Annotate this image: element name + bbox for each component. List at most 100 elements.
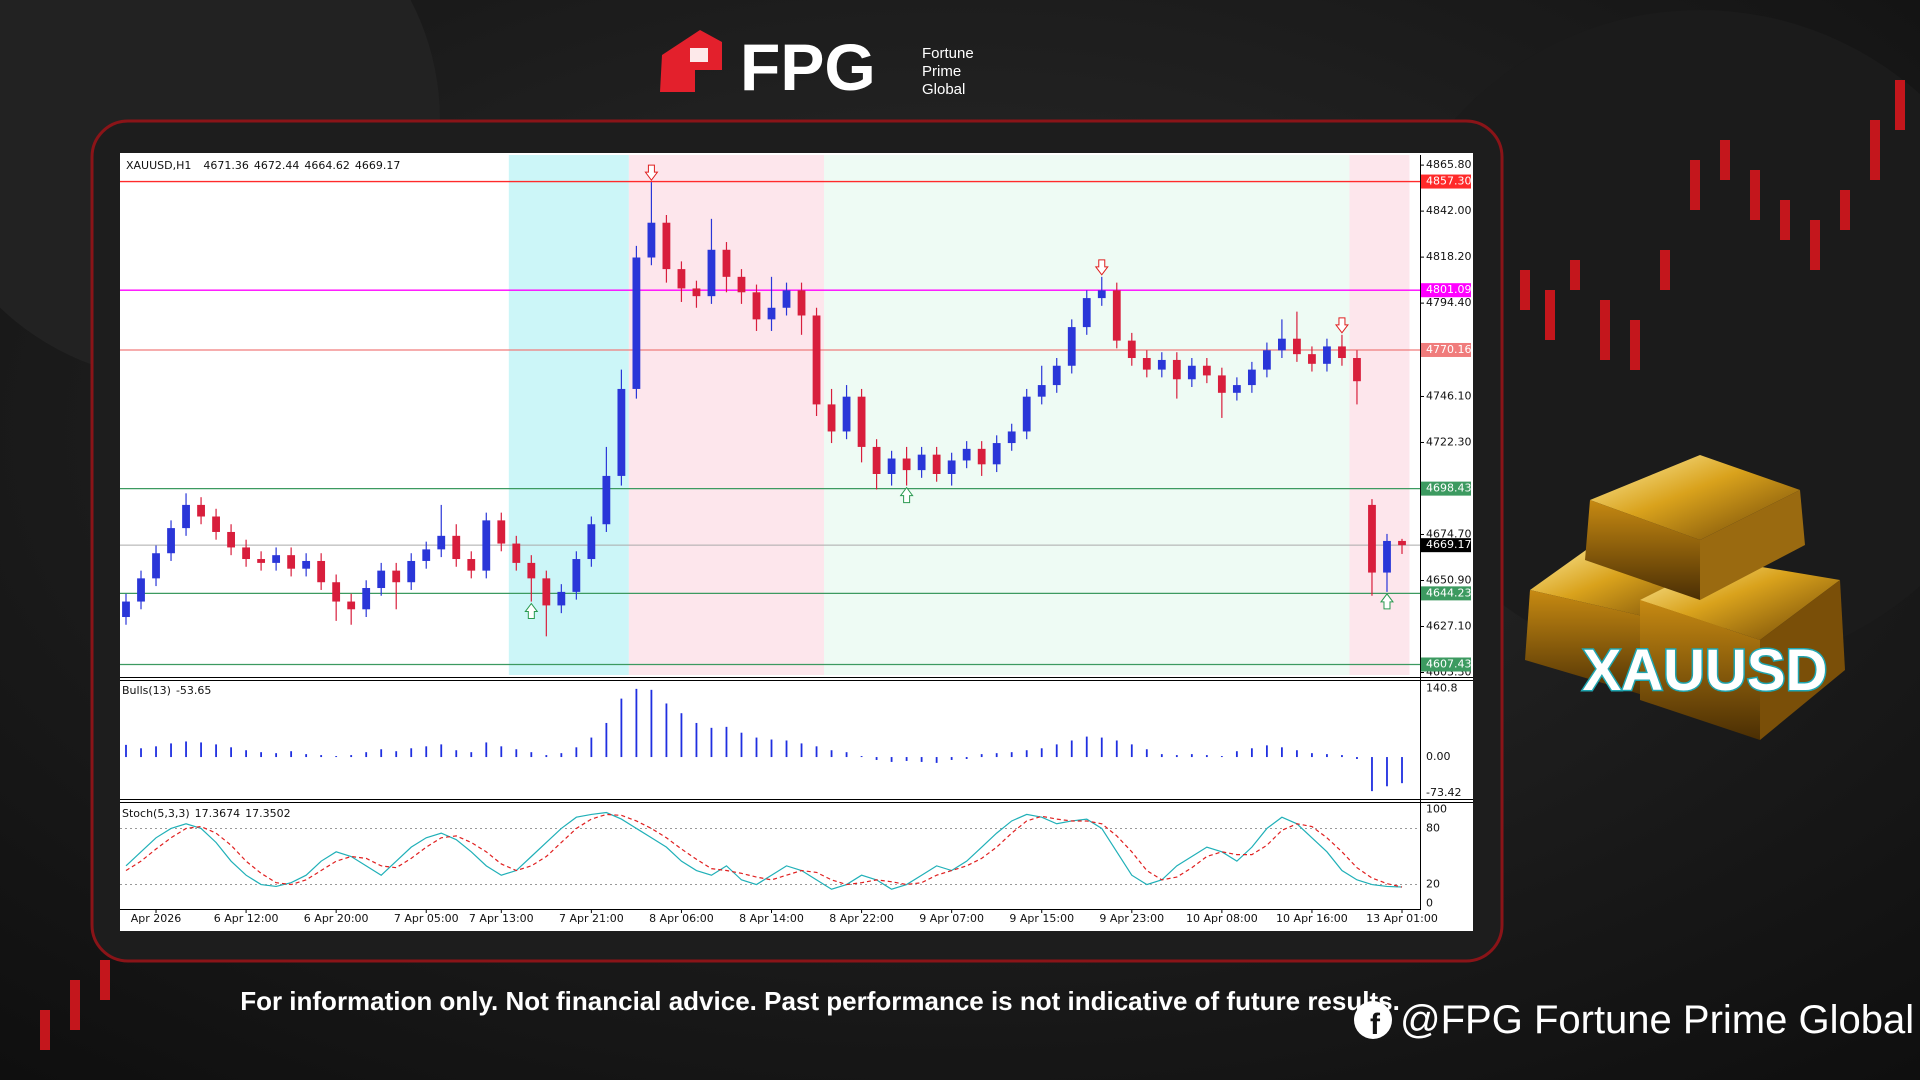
candle-body [1293,338,1301,355]
histogram-bar [440,744,443,758]
histogram-bar [695,722,698,758]
candle-body [122,601,130,618]
last-high: 4672.44 [254,159,300,172]
level-tag [1421,174,1471,189]
zone [824,155,1350,675]
histogram-bar [1100,737,1103,758]
y-tick-label: 4674.70 [1426,527,1472,540]
histogram-bar [335,756,338,758]
tagline: Global [922,81,965,98]
histogram-bar [905,757,908,761]
histogram-bar [200,742,202,758]
candle-body [947,460,956,474]
candle-body [377,570,386,589]
candle-body [1308,354,1316,364]
level-label: 4644.23 [1426,586,1472,599]
candle-body [1217,375,1226,393]
candle-body [1097,290,1106,299]
x-tick-label: 6 Apr 20:00 [304,912,369,925]
signal-arrow-down [644,164,659,181]
histogram-bar [185,741,187,758]
candle-body [1187,365,1196,380]
candle-body [1368,504,1376,573]
x-tick-label: 7 Apr 21:00 [559,912,624,925]
y-tick-label: 80 [1426,821,1440,834]
histogram-bar [560,753,563,758]
histogram-bar [605,722,608,758]
histogram-bar [725,726,728,758]
histogram-bar [1265,745,1268,758]
candle-body [512,543,521,563]
candle-body [362,588,371,610]
histogram-bar [380,749,383,758]
level-tag [1421,586,1471,601]
candle-body [1353,358,1361,382]
candle-body [1398,540,1406,546]
y-tick-label: 140.8 [1426,681,1458,694]
candle-body [827,404,836,432]
histogram-bar [1070,740,1073,758]
x-tick-label: 9 Apr 23:00 [1099,912,1164,925]
badge: XAUUSD [1583,638,1828,703]
candle-body [767,307,776,320]
signal-arrow-up [524,602,539,620]
y-tick-label: 20 [1426,878,1440,891]
candle-body [1052,365,1061,386]
candle-body [1262,350,1271,370]
histogram-bar [755,737,758,758]
histogram-bar [1130,744,1133,758]
svg-text:f: f [1370,1008,1381,1041]
candle-body [497,520,506,544]
level-tag [1421,283,1471,298]
y-tick-label: 4865.80 [1426,158,1472,171]
histogram-bar [215,744,217,758]
signal-arrow-up [1379,593,1394,610]
candle-body [197,504,205,517]
histogram-bar [320,755,323,758]
histogram-bar [1205,755,1208,758]
panel-borders [120,155,1473,910]
last-close: 4669.17 [355,159,401,172]
histogram-bar [395,751,398,758]
histogram-bar [875,757,878,760]
candle-body [1202,365,1211,376]
histogram-bar [1010,752,1013,758]
brand: FPG [740,30,876,104]
indicator-name: Bulls(13) [122,684,171,697]
level-label: 4607.43 [1426,658,1472,671]
histogram-bar [290,751,293,758]
histogram-bar [575,747,578,758]
histogram-bar [860,756,863,758]
y-tick-label: 100 [1426,803,1447,816]
histogram-bar [1220,756,1223,758]
histogram-bar [1356,757,1358,759]
histogram-bar [635,688,638,758]
histogram-bar [260,752,263,758]
histogram-bar [515,749,518,758]
x-tick-label: 10 Apr 08:00 [1186,912,1258,925]
candle-body [737,276,746,293]
histogram-bar [665,703,668,758]
histogram-bar [920,757,923,762]
histogram-bar [170,743,172,758]
y-tick-label: 4794.40 [1426,296,1472,309]
histogram-bar [1341,755,1343,758]
y-tick-label: 4722.30 [1426,435,1472,448]
histogram-bar [425,746,428,758]
histogram-bar [710,727,713,758]
histogram-bar [125,744,127,758]
histogram-bar [155,746,157,758]
candle-body [212,516,220,532]
candle-body [167,528,175,554]
candle-body [407,560,416,583]
histogram-bar [365,752,368,758]
histogram-bar [470,752,473,758]
candle-body [242,547,250,560]
candle-body [572,559,581,592]
x-tick-label: 8 Apr 06:00 [649,912,714,925]
candle-body [137,578,145,602]
histogram-bar [1085,736,1088,758]
histogram-bar [275,753,278,758]
y-tick-label: 4650.90 [1426,573,1472,586]
level-label: 4698.43 [1426,482,1472,495]
